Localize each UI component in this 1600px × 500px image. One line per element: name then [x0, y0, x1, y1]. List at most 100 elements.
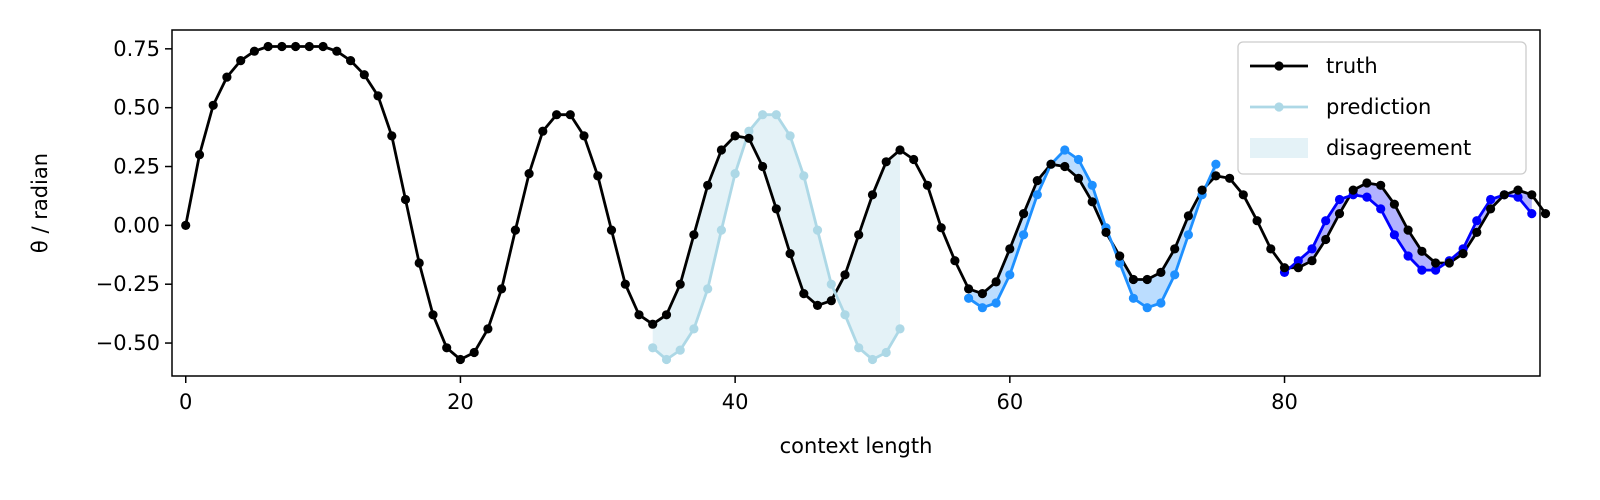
truth-point [620, 279, 630, 289]
x-axis: 0 20 40 60 80 [179, 376, 1298, 414]
truth-point [1225, 173, 1235, 183]
prediction-point [1060, 145, 1070, 155]
truth-point [1389, 199, 1399, 209]
truth-point [785, 249, 795, 259]
prediction-point [840, 310, 850, 320]
truth-point [346, 56, 356, 66]
prediction-point [881, 347, 891, 358]
truth-point [867, 190, 878, 200]
x-tick-label: 40 [722, 390, 749, 414]
prediction-point [867, 354, 878, 365]
truth-point [840, 270, 850, 280]
truth-point [208, 100, 218, 110]
prediction-point [703, 284, 713, 294]
truth-point [730, 131, 740, 141]
truth-point [964, 284, 974, 294]
truth-point [758, 161, 768, 172]
truth-point [1197, 185, 1207, 195]
prediction-point [1019, 230, 1029, 240]
prediction-point [716, 225, 727, 235]
truth-point [977, 289, 988, 299]
truth-point [1238, 190, 1248, 200]
prediction-point [1527, 209, 1537, 219]
prediction-point [661, 354, 672, 365]
prediction-point [1513, 192, 1523, 202]
truth-point [1032, 176, 1042, 186]
prediction-point [1293, 256, 1303, 266]
truth-point [1362, 178, 1372, 188]
truth-point [1334, 209, 1345, 219]
prediction-point [812, 225, 823, 235]
truth-point [249, 46, 259, 56]
truth-point [1403, 225, 1413, 235]
prediction-point [1128, 293, 1138, 303]
prediction-point [771, 110, 781, 120]
truth-point [593, 171, 603, 181]
truth-point [1348, 185, 1358, 195]
prediction-point [799, 171, 809, 181]
truth-point [771, 204, 781, 214]
prediction-point [1431, 265, 1441, 275]
prediction-point [1321, 216, 1331, 226]
x-tick-label: 0 [179, 390, 192, 414]
prediction-point [1403, 251, 1413, 261]
truth-point [510, 225, 520, 235]
x-tick-label: 80 [1271, 390, 1298, 414]
truth-point [1321, 234, 1331, 245]
truth-point [1073, 173, 1084, 183]
truth-point [812, 300, 823, 310]
prediction-point [1334, 194, 1345, 205]
prediction-point [1307, 244, 1317, 254]
truth-point [1266, 244, 1276, 254]
legend-swatch-disagreement [1250, 138, 1308, 158]
prediction-point [1115, 258, 1125, 268]
prediction-point [977, 303, 988, 313]
prediction-point [1005, 270, 1015, 280]
prediction-point [1183, 230, 1193, 240]
truth-point [744, 133, 754, 143]
truth-point [304, 41, 314, 52]
truth-point [1211, 171, 1221, 181]
truth-point [1458, 249, 1468, 259]
prediction-point [1376, 204, 1386, 214]
prediction-point [1389, 230, 1399, 240]
prediction-point [1156, 298, 1166, 308]
y-axis: −0.50 −0.25 0.00 0.25 0.50 0.75 [96, 37, 172, 355]
truth-point [524, 169, 534, 179]
prediction-point [648, 343, 658, 353]
truth-point [648, 319, 658, 329]
truth-point [1005, 244, 1015, 254]
legend-label-disagreement: disagreement [1326, 136, 1471, 160]
truth-point [579, 131, 589, 141]
truth-point [442, 343, 452, 353]
truth-point [1431, 258, 1441, 268]
truth-point [1046, 159, 1056, 169]
y-axis-label: θ / radian [28, 153, 52, 253]
truth-point [689, 230, 699, 240]
truth-point [332, 46, 342, 56]
truth-point [1170, 244, 1180, 254]
truth-point [469, 347, 479, 358]
truth-point [1499, 190, 1509, 200]
prediction-point [895, 324, 905, 334]
truth-point [936, 223, 946, 233]
prediction-point [730, 169, 740, 179]
truth-point [1307, 256, 1317, 266]
truth-point [606, 225, 617, 235]
y-tick-label: −0.25 [96, 272, 160, 296]
y-tick-label: −0.50 [96, 331, 160, 355]
truth-point [1472, 227, 1482, 237]
truth-point [400, 194, 411, 205]
truth-point [1183, 211, 1193, 221]
truth-point [1513, 185, 1523, 195]
prediction-point [991, 298, 1001, 308]
truth-point [194, 150, 205, 160]
truth-point [1252, 216, 1262, 226]
prediction-point [1142, 303, 1152, 313]
truth-point [1101, 227, 1111, 237]
truth-point [291, 41, 301, 52]
prediction-point [1362, 192, 1372, 202]
prediction-point [1417, 265, 1427, 275]
prediction-point [1073, 154, 1084, 165]
x-tick-label: 60 [996, 390, 1023, 414]
